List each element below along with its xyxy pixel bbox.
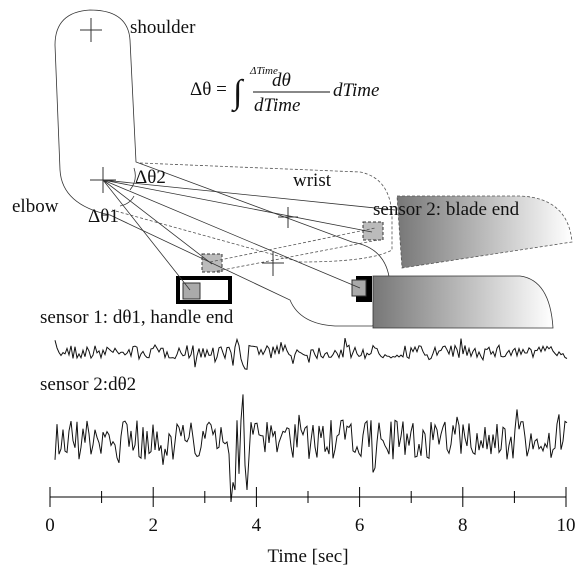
x-tick-label: 8 [458, 515, 468, 536]
x-tick-label: 4 [252, 515, 262, 536]
x-tick-label: 0 [45, 515, 55, 536]
blade [372, 275, 554, 329]
label: elbow [12, 196, 59, 217]
label: Δθ1 [88, 206, 119, 227]
signal-trace [54, 337, 568, 370]
formula: Δθ = [190, 79, 227, 100]
handle-rotated [209, 227, 379, 273]
label: wrist [293, 170, 332, 191]
formula: dTime [333, 80, 379, 101]
formula: ∫ [231, 74, 245, 113]
sensor2-rotated [362, 221, 384, 241]
label: shoulder [130, 17, 196, 38]
trace-label: sensor 1: dθ1, handle end [40, 307, 234, 328]
formula: ΔTime [249, 65, 278, 77]
label: Δθ2 [135, 167, 166, 188]
sensor1 [182, 282, 201, 300]
signal-trace [54, 394, 568, 503]
formula: dθ [272, 70, 291, 91]
x-tick-label: 6 [355, 515, 365, 536]
formula: dTime [254, 95, 300, 116]
trace-label: sensor 2:dθ2 [40, 374, 136, 395]
joint-lines [80, 18, 396, 291]
x-tick-label: 10 [557, 515, 576, 536]
x-axis-label: Time [sec] [267, 546, 348, 567]
label: sensor 2: blade end [373, 199, 520, 220]
x-tick-label: 2 [148, 515, 158, 536]
forearm-rotated [111, 162, 393, 263]
blade-rotated [396, 195, 573, 269]
